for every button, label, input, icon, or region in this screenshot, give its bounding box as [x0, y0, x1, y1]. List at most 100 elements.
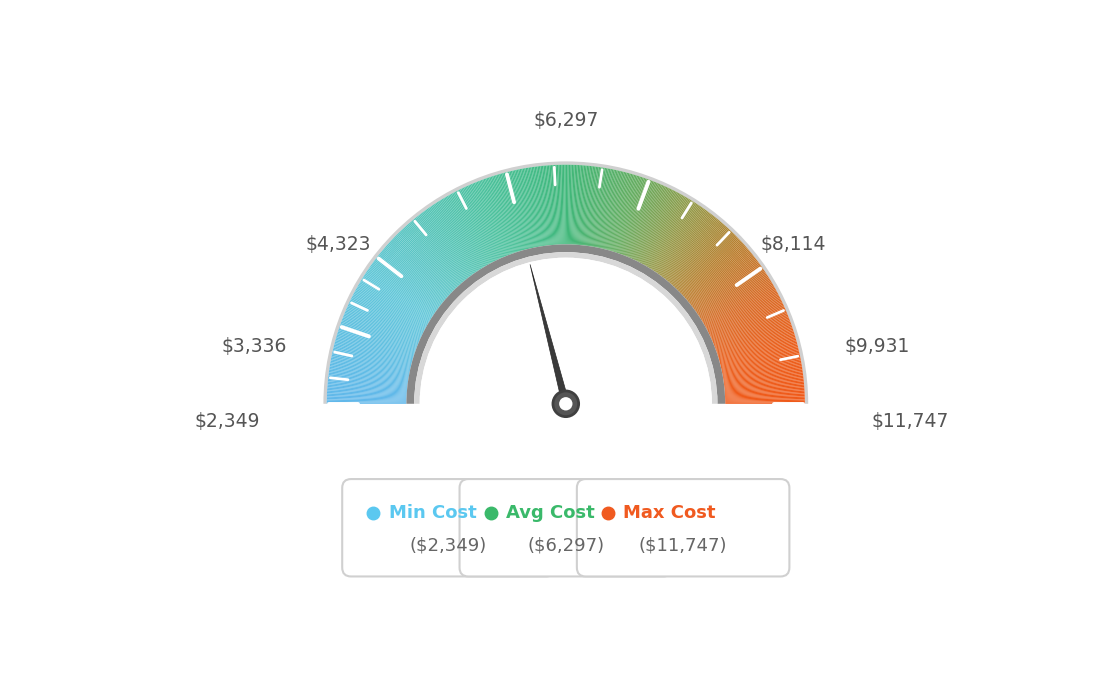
- Wedge shape: [694, 264, 760, 311]
- Wedge shape: [721, 348, 799, 368]
- Wedge shape: [533, 167, 545, 246]
- Wedge shape: [340, 324, 415, 352]
- Wedge shape: [355, 288, 426, 328]
- Wedge shape: [724, 373, 803, 384]
- Wedge shape: [701, 277, 769, 320]
- Wedge shape: [708, 294, 778, 331]
- Wedge shape: [507, 172, 527, 249]
- Wedge shape: [609, 174, 633, 250]
- Wedge shape: [350, 301, 422, 336]
- Wedge shape: [359, 284, 428, 324]
- Wedge shape: [630, 186, 665, 259]
- Wedge shape: [715, 322, 790, 350]
- Wedge shape: [704, 286, 775, 326]
- Wedge shape: [329, 369, 408, 382]
- Wedge shape: [339, 327, 415, 353]
- Wedge shape: [645, 196, 684, 266]
- Wedge shape: [406, 244, 725, 404]
- Wedge shape: [654, 204, 699, 271]
- Wedge shape: [495, 175, 519, 252]
- Wedge shape: [390, 241, 449, 296]
- Wedge shape: [329, 366, 408, 380]
- Wedge shape: [611, 174, 634, 251]
- Text: $6,297: $6,297: [533, 111, 598, 130]
- Wedge shape: [623, 180, 652, 255]
- Wedge shape: [713, 312, 787, 343]
- Wedge shape: [505, 172, 527, 250]
- Wedge shape: [725, 398, 805, 401]
- Wedge shape: [591, 168, 605, 246]
- Wedge shape: [575, 165, 581, 245]
- Wedge shape: [688, 249, 749, 302]
- Wedge shape: [719, 334, 795, 358]
- Wedge shape: [701, 278, 771, 321]
- Wedge shape: [669, 221, 722, 283]
- Wedge shape: [723, 362, 802, 377]
- Wedge shape: [703, 284, 773, 324]
- Wedge shape: [448, 195, 488, 265]
- Wedge shape: [718, 331, 794, 357]
- Wedge shape: [718, 330, 794, 355]
- Wedge shape: [614, 176, 639, 253]
- Wedge shape: [500, 173, 523, 250]
- Wedge shape: [576, 166, 584, 245]
- Wedge shape: [725, 400, 805, 402]
- Text: $9,931: $9,931: [845, 337, 910, 356]
- Wedge shape: [665, 217, 715, 279]
- Wedge shape: [469, 184, 502, 258]
- Wedge shape: [724, 383, 804, 391]
- Wedge shape: [503, 172, 526, 250]
- Wedge shape: [560, 165, 563, 244]
- Wedge shape: [608, 173, 631, 250]
- Wedge shape: [723, 364, 802, 378]
- Wedge shape: [713, 315, 788, 345]
- Wedge shape: [399, 232, 455, 290]
- Wedge shape: [488, 177, 514, 253]
- Wedge shape: [712, 310, 786, 342]
- Wedge shape: [538, 166, 548, 246]
- Wedge shape: [389, 242, 448, 297]
- Wedge shape: [327, 391, 406, 396]
- Wedge shape: [347, 308, 420, 340]
- Wedge shape: [630, 185, 664, 258]
- Wedge shape: [725, 388, 805, 395]
- Wedge shape: [585, 166, 596, 246]
- Wedge shape: [582, 166, 592, 246]
- Wedge shape: [328, 380, 407, 388]
- Wedge shape: [346, 310, 420, 342]
- Wedge shape: [327, 387, 406, 394]
- Wedge shape: [354, 290, 426, 328]
- Wedge shape: [664, 215, 713, 279]
- Wedge shape: [692, 257, 755, 307]
- Wedge shape: [716, 327, 793, 353]
- Wedge shape: [531, 167, 544, 246]
- Wedge shape: [351, 297, 423, 333]
- Wedge shape: [677, 232, 733, 290]
- Wedge shape: [502, 173, 524, 250]
- Wedge shape: [440, 199, 482, 268]
- Wedge shape: [703, 282, 773, 324]
- Wedge shape: [454, 192, 491, 263]
- Wedge shape: [709, 298, 781, 334]
- Wedge shape: [332, 352, 411, 370]
- Wedge shape: [550, 165, 555, 245]
- Wedge shape: [327, 402, 406, 404]
- Wedge shape: [445, 197, 487, 266]
- Wedge shape: [327, 398, 406, 401]
- Wedge shape: [423, 211, 471, 276]
- Wedge shape: [723, 369, 803, 382]
- Wedge shape: [724, 380, 804, 388]
- Wedge shape: [683, 242, 743, 297]
- Wedge shape: [566, 165, 569, 244]
- Wedge shape: [432, 205, 477, 272]
- Wedge shape: [367, 270, 434, 316]
- Wedge shape: [616, 177, 643, 253]
- Wedge shape: [716, 326, 793, 353]
- Wedge shape: [620, 179, 649, 255]
- Wedge shape: [486, 178, 513, 253]
- Wedge shape: [580, 166, 588, 245]
- Wedge shape: [714, 316, 788, 346]
- Wedge shape: [705, 288, 776, 328]
- Wedge shape: [474, 183, 506, 257]
- Wedge shape: [662, 214, 712, 278]
